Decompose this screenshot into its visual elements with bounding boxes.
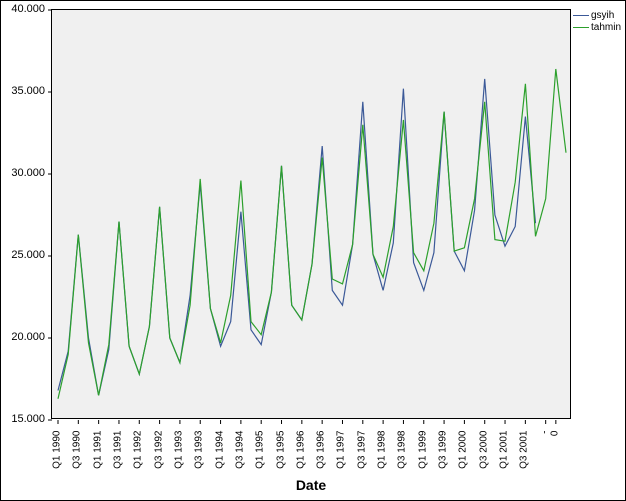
y-tick-label: 25.000 [1,249,45,261]
legend-label-tahmin: tahmin [591,22,621,33]
x-tick-label: 0 [549,431,560,437]
legend-item-gsyih: gsyih [573,9,621,21]
chart-container: 15.000 20.000 25.000 30.000 35.000 40.000 Q1 … [0,0,626,501]
x-tick-label: Q1 1993 [173,431,184,469]
legend-item-tahmin: tahmin [573,21,621,33]
x-tick-label: Q3 1993 [194,431,205,469]
x-tick-label: Q3 2000 [478,431,489,469]
legend-line-tahmin [573,27,589,28]
x-tick-label: Q3 1992 [153,431,164,469]
series-tahmin [58,69,566,399]
x-tick-label: Q1 1990 [52,431,63,469]
x-tick-label: Q3 1996 [316,431,327,469]
y-tick-label: 20.000 [1,331,45,343]
x-tick-label: Q1 1999 [417,431,428,469]
x-tick-label: Q1 2000 [458,431,469,469]
x-tick-label: Q3 1995 [275,431,286,469]
plot-area [51,9,571,419]
x-tick-label: Q1 1992 [133,431,144,469]
x-tick-label: Q1 1997 [336,431,347,469]
x-axis-title: Date [51,477,571,493]
x-tick-label: Q1 2001 [499,431,510,469]
x-tick-label: Q1 1994 [214,431,225,469]
x-tick-label: Q3 1990 [72,431,83,469]
chart-svg [52,10,572,420]
x-tick-label: Q1 1996 [295,431,306,469]
legend-label-gsyih: gsyih [591,10,614,21]
x-tick-label: Q3 1999 [438,431,449,469]
x-tick-label: Q1 1998 [377,431,388,469]
x-tick-label: Q3 2001 [519,431,530,469]
y-tick-label: 15.000 [1,413,45,425]
x-tick-label: Q1 1991 [92,431,103,469]
x-tick-label: Q1 1995 [255,431,266,469]
x-tick-label: Q3 1991 [112,431,123,469]
legend: gsyih tahmin [573,9,621,33]
x-tick-label: Q3 1998 [397,431,408,469]
x-tick-label: Q3 1994 [234,431,245,469]
y-tick-label: 40.000 [1,3,45,15]
x-tick-label: Q3 1997 [356,431,367,469]
legend-line-gsyih [573,15,589,16]
y-tick-label: 35.000 [1,85,45,97]
y-tick-label: 30.000 [1,167,45,179]
